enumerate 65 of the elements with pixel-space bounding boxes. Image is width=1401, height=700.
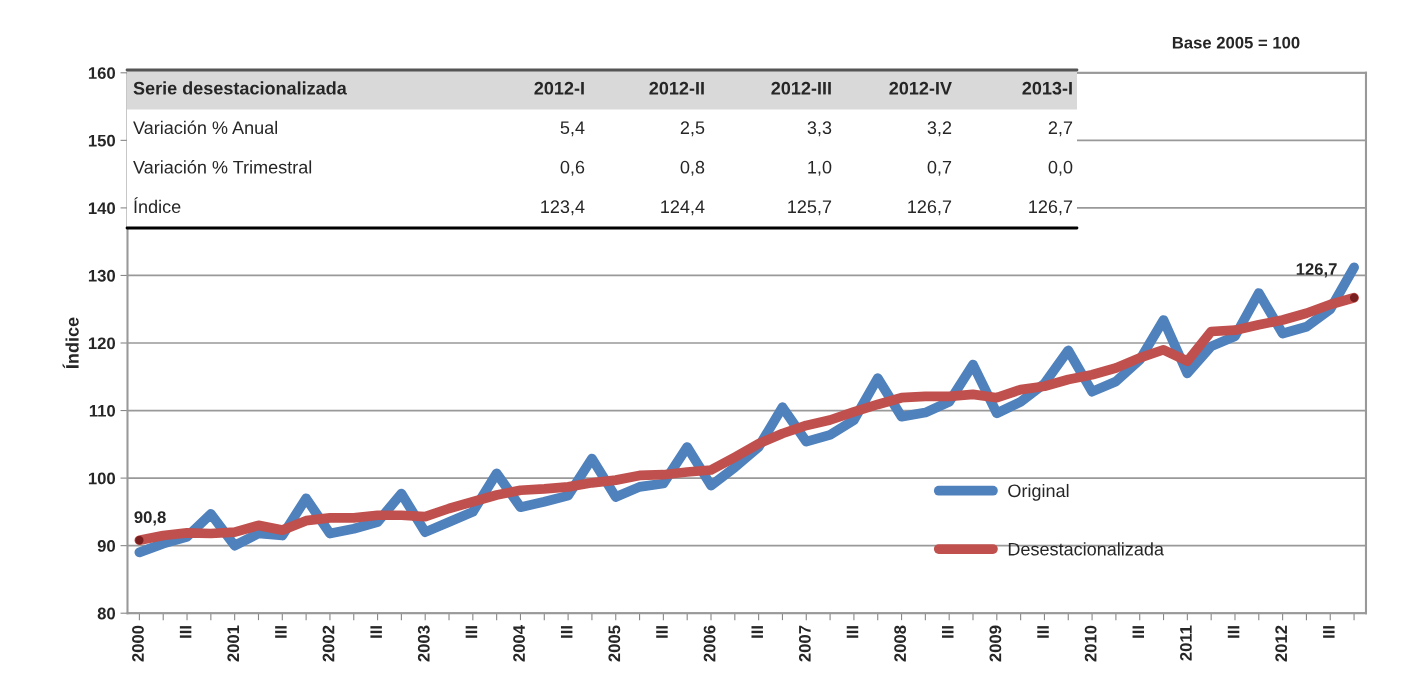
x-tick-label: III [1227,626,1240,638]
x-tick-label: 2006 [703,625,716,662]
annotation: 2,5 [680,121,705,137]
y-tick-label: 120 [88,337,116,350]
annotation: 126,7 [908,200,952,216]
annotation: 2012-IV [889,81,952,95]
y-tick-label: 130 [88,269,116,282]
data-label: 126,7 [1296,263,1337,278]
y-tick-label: 110 [89,404,116,417]
x-tick-label: III [560,626,573,638]
x-tick-label: III [1132,626,1145,638]
x-tick-label: III [846,626,859,638]
annotation: 5,4 [560,121,585,137]
annotation: 125,7 [788,200,832,216]
annotation: Serie desestacionalizada [133,81,347,95]
y-tick-label: 160 [88,67,116,79]
x-tick-label: 2009 [989,625,1002,662]
annotation: 123,4 [541,200,585,216]
x-tick-label: III [1037,626,1049,638]
annotation: Variación % Trimestral [133,160,312,174]
annotation: 2012-II [649,81,704,95]
annotation: 124,4 [661,200,705,216]
x-tick-label: 2002 [322,625,335,662]
x-tick-label: III [179,626,192,638]
annotation: Índice [134,197,181,214]
x-tick-label: III [751,626,763,638]
x-tick-label: 2010 [1084,625,1097,662]
data-label: 90,8 [134,511,166,526]
annotation: 3,3 [807,121,832,137]
annotation: 1,0 [808,160,832,176]
x-tick-label: III [1323,626,1335,638]
x-tick-label: III [465,626,478,638]
x-tick-label: 2005 [608,625,621,662]
x-tick-label: 2011 [1180,625,1192,661]
annotation: 126,7 [1029,200,1073,216]
annotation: 0,7 [927,160,952,176]
x-tick-label: 2000 [132,625,144,662]
x-tick-label: 2001 [227,625,240,662]
annotation: Variación % Anual [133,120,278,135]
y-tick-label: 140 [88,202,116,215]
y-tick-label: 80 [97,607,115,620]
x-tick-label: 2003 [417,625,430,662]
y-tick-label: 150 [88,134,116,147]
annotation: 0,0 [1048,160,1073,176]
x-tick-label: 2004 [513,625,525,662]
y-axis-title: Índice [62,317,79,369]
x-tick-label: III [275,626,287,638]
x-tick-label: 2008 [894,625,907,662]
x-tick-label: III [942,626,954,638]
annotation: 0,6 [560,160,585,176]
legend-label: Original [1008,483,1069,501]
x-tick-label: III [370,626,382,638]
x-tick-label: 2012 [1275,625,1288,662]
y-tick-label: 90 [97,540,115,552]
annotation: 0,8 [680,160,705,176]
x-tick-label: III [656,626,668,638]
y-tick-label: 100 [88,472,116,485]
annotation: 3,2 [927,121,952,137]
annotation: 2012-III [771,81,831,95]
annotation: 2013-I [1022,81,1072,95]
legend-label: Desestacionalizada [1008,542,1164,556]
text: Base 2005 = 100 [1172,36,1300,49]
annotation: 2,7 [1048,121,1073,137]
x-tick-label: 2007 [798,625,811,662]
annotation: 2012-I [534,81,584,95]
